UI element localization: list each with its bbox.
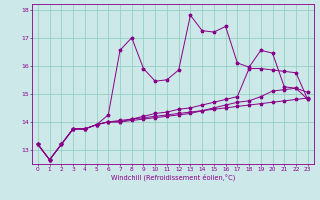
X-axis label: Windchill (Refroidissement éolien,°C): Windchill (Refroidissement éolien,°C) [111, 173, 235, 181]
